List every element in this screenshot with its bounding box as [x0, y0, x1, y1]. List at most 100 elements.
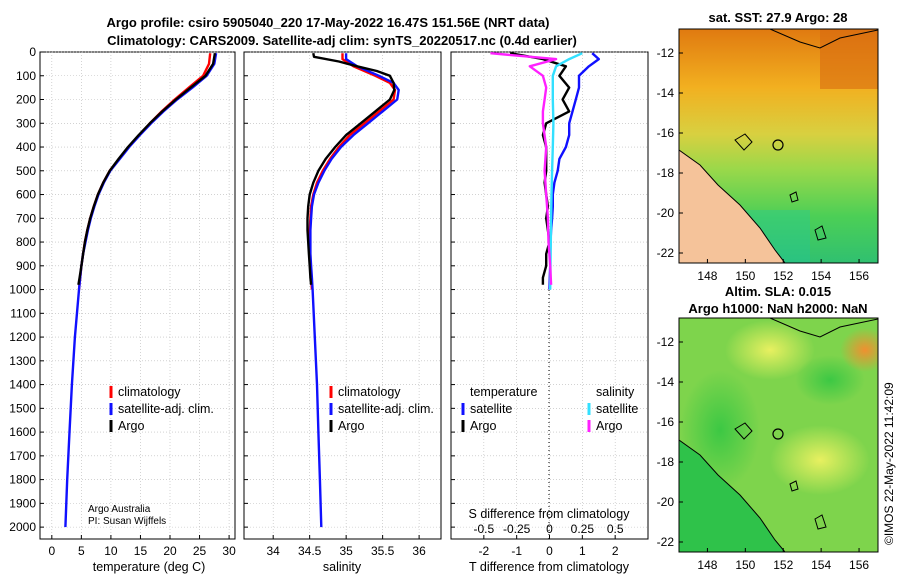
legend2-argo-label: Argo [338, 419, 364, 433]
xtick-label: 20 [163, 544, 177, 558]
xtick-label: 35 [339, 544, 353, 558]
xtick-label: 1 [579, 544, 586, 558]
sla-island-outlines [789, 480, 827, 530]
xtick-label: 36 [412, 544, 426, 558]
legend3-sal-satellite-label: satellite [596, 402, 638, 416]
legend-satellite-label: satellite-adj. clim. [118, 402, 214, 416]
map-ytick-label: -20 [657, 206, 675, 220]
xtick-label: 0 [48, 544, 55, 558]
ytick-label: 1800 [9, 473, 36, 487]
sla-high-blob-1 [725, 320, 815, 380]
xtick-label: 34.5 [298, 544, 322, 558]
xtick-label: 35.5 [371, 544, 395, 558]
xtick-label: 25 [193, 544, 207, 558]
xtick-label: 10 [104, 544, 118, 558]
xtick-label: 2 [612, 544, 619, 558]
credit-line2: PI: Susan Wijffels [88, 516, 166, 527]
credit-line1: Argo Australia [88, 504, 151, 515]
map-xtick-label: 154 [811, 558, 831, 572]
sla-map-title: Altim. SLA: 0.015 [725, 284, 831, 299]
sla-low-blob-2 [795, 355, 865, 405]
legend2-satellite-label: satellite-adj. clim. [338, 402, 434, 416]
ytick-label: 1500 [9, 401, 36, 415]
ytick-label: 700 [16, 211, 36, 225]
legend3-sal-argo-label: Argo [596, 419, 622, 433]
legend3-salinity-title: salinity [596, 385, 635, 399]
map-ytick-label: -18 [657, 166, 675, 180]
difference-panel: -2 -1 0 1 2 T difference from climatology S … [450, 51, 649, 574]
sst-map: sat. SST: 27.9 Argo: 28 148 150 152 154 156 -… [657, 10, 879, 283]
sla-reef-outline [734, 422, 753, 440]
figure-title-line1: Argo profile: csiro 5905040_220 17-May-2… [107, 15, 550, 30]
ytick-label: 1600 [9, 425, 36, 439]
xtick-label: 5 [78, 544, 85, 558]
xtick-label: 34 [267, 544, 281, 558]
salinity-xlabel: salinity [323, 560, 362, 574]
sla-high-blob-2 [770, 425, 870, 495]
ytick-label: 0 [29, 45, 36, 59]
sla-map: Altim. SLA: 0.015 Argo h1000: NaN h2000:… [657, 284, 879, 572]
xtick-label: 15 [134, 544, 148, 558]
legend-argo-label: Argo [118, 419, 144, 433]
series-argo [306, 52, 396, 285]
map-ytick-label: -22 [657, 246, 675, 260]
tdiff-xlabel: T difference from climatology [469, 560, 630, 574]
legend-main: climatology satellite-adj. clim. Argo [109, 385, 214, 433]
ytick-label: 1400 [9, 378, 36, 392]
map-ytick-label: -14 [657, 86, 675, 100]
sst-coast-png [769, 29, 878, 49]
map-xtick-label: 156 [849, 558, 869, 572]
figure-title-line2: Climatology: CARS2009. Satellite-adj cli… [107, 33, 577, 48]
ytick-label: 1900 [9, 496, 36, 510]
map-ytick-label: -12 [657, 46, 675, 60]
sla-argo-position [772, 428, 784, 440]
map-xtick-label: 148 [697, 269, 717, 283]
sla-land-australia [679, 439, 786, 552]
sla-map-subtitle: Argo h1000: NaN h2000: NaN [688, 301, 867, 316]
map-ytick-label: -16 [657, 415, 675, 429]
map-xtick-label: 154 [811, 269, 831, 283]
legend2-climatology-label: climatology [338, 385, 401, 399]
map-xtick-label: 148 [697, 558, 717, 572]
sst-argo-position [772, 139, 784, 151]
legend3-temperature-title: temperature [470, 385, 537, 399]
series-salinity-satellite [549, 52, 583, 290]
sst-warm-patch [820, 29, 878, 89]
ytick-label: 2000 [9, 520, 36, 534]
xtick-label: 30 [222, 544, 236, 558]
ytick-label: 800 [16, 235, 36, 249]
sst-island-outlines [789, 191, 827, 241]
series-satellite-adj-clim- [309, 53, 400, 528]
ytick-label: 500 [16, 164, 36, 178]
legend-climatology-label: climatology [118, 385, 181, 399]
map-xtick-label: 152 [773, 269, 793, 283]
map-xtick-label: 150 [735, 558, 755, 572]
ytick-label: 1200 [9, 330, 36, 344]
ytick-label: 600 [16, 188, 36, 202]
xtick-label: -1 [511, 544, 522, 558]
ytick-label: 1100 [10, 306, 36, 320]
sst-map-frame [678, 28, 879, 264]
xtick-label: 0 [546, 544, 553, 558]
sdiff-xlabel: S difference from climatology [469, 507, 631, 521]
sst-reef-outline [734, 133, 753, 151]
sdiff-tick-label: -0.5 [473, 522, 494, 536]
sla-map-frame [678, 317, 879, 553]
map-ytick-label: -16 [657, 126, 675, 140]
sdiff-tick-label: 0 [546, 522, 553, 536]
salinity-panel: 34 34.5 35 35.5 36 salinity climatology sate… [243, 51, 442, 574]
sla-warm-blob [840, 328, 878, 372]
legend3-temp-satellite-label: satellite [470, 402, 512, 416]
map-ytick-label: -22 [657, 535, 675, 549]
ytick-label: 1700 [9, 449, 36, 463]
sla-coast-png [769, 318, 878, 338]
legend-difference: temperature salinity satellite Argo sate… [461, 385, 638, 433]
series-argo [77, 53, 217, 285]
map-xtick-label: 152 [773, 558, 793, 572]
ytick-label: 900 [16, 259, 36, 273]
map-ytick-label: -12 [657, 335, 675, 349]
map-xtick-label: 156 [849, 269, 869, 283]
series-salinity-argo [490, 52, 558, 285]
imos-timestamp: ©IMOS 22-May-2022 11:42:09 [882, 382, 896, 545]
legend-salinity-panel: climatology satellite-adj. clim. Argo [329, 385, 434, 433]
